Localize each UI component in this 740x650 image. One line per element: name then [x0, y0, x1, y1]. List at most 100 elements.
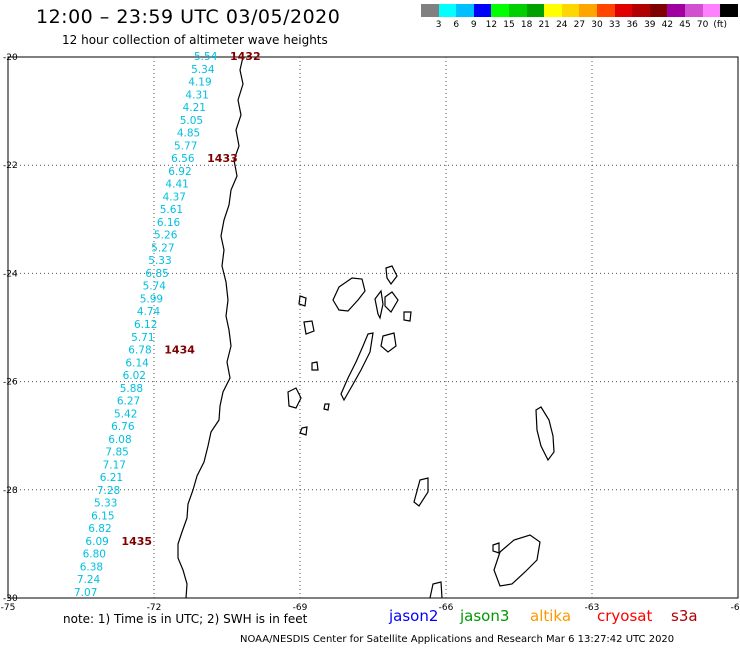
coastline-east-lake — [535, 406, 555, 462]
color-scale-swatch — [508, 4, 527, 17]
wave-height-value: 6.16 — [157, 217, 181, 229]
color-scale-label: 42 — [661, 20, 674, 30]
color-scale-label: 36 — [626, 20, 638, 30]
wave-height-value: 6.38 — [80, 561, 103, 573]
color-scale-label: 27 — [573, 20, 586, 30]
wave-height-value: 6.14 — [125, 357, 149, 369]
color-scale-label: 18 — [520, 20, 533, 30]
time-label: 1434 — [164, 344, 195, 357]
wave-height-value: 7.07 — [74, 587, 97, 599]
color-scale-swatch — [526, 4, 545, 17]
wave-height-value: 6.09 — [85, 536, 108, 548]
color-scale-label: 9 — [470, 20, 477, 30]
coastline-long-island — [340, 332, 374, 402]
time-label: 1435 — [121, 535, 152, 548]
wave-height-value: 7.17 — [103, 459, 126, 471]
time-labels: 1432 1433 1434 1435 — [121, 50, 260, 548]
x-tick-label: -75 — [1, 603, 16, 613]
color-scale-label: 70 — [696, 20, 709, 30]
wave-height-values: 5.545.344.194.314.215.054.855.776.566.92… — [74, 51, 218, 599]
coastline-small-island-2 — [384, 291, 399, 313]
color-scale-swatch — [491, 4, 509, 17]
color-scale-swatch — [649, 4, 668, 17]
coastline-inlet-1 — [298, 295, 307, 307]
wave-height-value: 7.85 — [105, 447, 128, 459]
wave-height-value: 4.74 — [137, 306, 161, 318]
x-tick-label: -72 — [147, 603, 162, 613]
wave-height-value: 5.26 — [154, 230, 178, 242]
wave-height-value: 5.77 — [174, 140, 197, 152]
coastline-small-island-1 — [385, 265, 398, 286]
wave-height-value: 5.42 — [114, 408, 137, 420]
coastline-peninsula-east — [374, 289, 384, 320]
coastline-southeast-lake — [493, 534, 541, 587]
coastline-south-shore — [429, 581, 443, 599]
color-scale-swatch — [579, 4, 597, 17]
wave-height-value: 6.12 — [134, 319, 157, 331]
wave-height-value: 5.88 — [120, 383, 143, 395]
wave-height-value: 5.27 — [151, 242, 174, 254]
wave-height-value: 6.15 — [91, 510, 114, 522]
coastline-southwest-lake — [287, 387, 302, 409]
wave-height-value: 6.76 — [111, 421, 135, 433]
color-scale-label: 24 — [556, 20, 568, 30]
coastline-small-island-9 — [492, 542, 500, 554]
color-scale-label: (ft) — [713, 20, 727, 30]
wave-height-value: 5.33 — [148, 255, 171, 267]
map-grid — [7, 56, 739, 599]
wave-height-value: 6.82 — [88, 523, 111, 535]
satellite-legend-item: jason2 — [389, 607, 439, 625]
wave-height-value: 5.99 — [140, 293, 163, 305]
color-scale-label: 12 — [485, 20, 498, 30]
satellite-legend-item: altika — [530, 607, 572, 625]
color-scale-label: 45 — [679, 20, 691, 30]
coastline-small-island-4 — [403, 311, 412, 322]
coastline-small-island-5 — [311, 361, 319, 371]
wave-height-value: 5.34 — [191, 64, 215, 76]
color-scale-swatch — [561, 4, 580, 17]
x-tick-label: -60 — [731, 603, 740, 613]
wave-height-value: 6.08 — [108, 434, 131, 446]
color-scale-label: 30 — [591, 20, 603, 30]
satellite-legend-item: s3a — [671, 607, 698, 625]
coastline-small-island-6 — [299, 426, 308, 436]
wave-height-value: 5.61 — [160, 204, 183, 216]
axis-tick-labels: -75 -72 -69 -66 -63 -60 -20 -22 -24 -26 -28 -30 — [1, 53, 740, 613]
color-scale-swatch — [667, 4, 685, 17]
x-tick-label: -63 — [585, 603, 600, 613]
color-scale-swatch — [456, 4, 474, 17]
coastline-small-island-3 — [380, 332, 397, 353]
time-label: 1432 — [230, 50, 261, 63]
y-tick-label: -26 — [3, 378, 18, 388]
wave-height-value: 5.33 — [94, 498, 117, 510]
color-scale-label: 3 — [435, 20, 442, 30]
wave-height-value: 6.02 — [123, 370, 146, 382]
color-scale-swatch — [544, 4, 562, 17]
satellite-legend-item: jason3 — [460, 607, 510, 625]
color-scale-swatch — [614, 4, 633, 17]
color-scale-label: 6 — [453, 20, 460, 30]
satellite-legend-item: cryosat — [597, 607, 653, 625]
y-tick-label: -28 — [3, 486, 18, 496]
page-title: 12:00 – 23:59 UTC 03/05/2020 — [36, 6, 341, 28]
wave-height-value: 4.19 — [188, 77, 211, 89]
color-scale — [421, 4, 738, 17]
color-scale-swatch — [702, 4, 721, 17]
footer-credit: NOAA/NESDIS Center for Satellite Applica… — [240, 634, 675, 645]
wave-height-value: 5.71 — [131, 332, 154, 344]
y-tick-label: -22 — [3, 161, 18, 171]
wave-height-value: 4.37 — [163, 191, 186, 203]
wave-height-value: 6.56 — [171, 153, 195, 165]
coastline — [177, 56, 555, 599]
color-scale-label: 15 — [503, 20, 515, 30]
wave-height-value: 5.74 — [143, 281, 167, 293]
coastline-mainland — [177, 56, 244, 599]
color-scale-label: 21 — [538, 20, 550, 30]
coastline-inlet-2 — [303, 320, 315, 335]
wave-height-value: 5.05 — [180, 115, 203, 127]
color-scale-label: 33 — [608, 20, 621, 30]
coastline-small-island-8 — [413, 477, 429, 507]
color-scale-swatch — [438, 4, 457, 17]
wave-height-value: 6.92 — [168, 166, 191, 178]
